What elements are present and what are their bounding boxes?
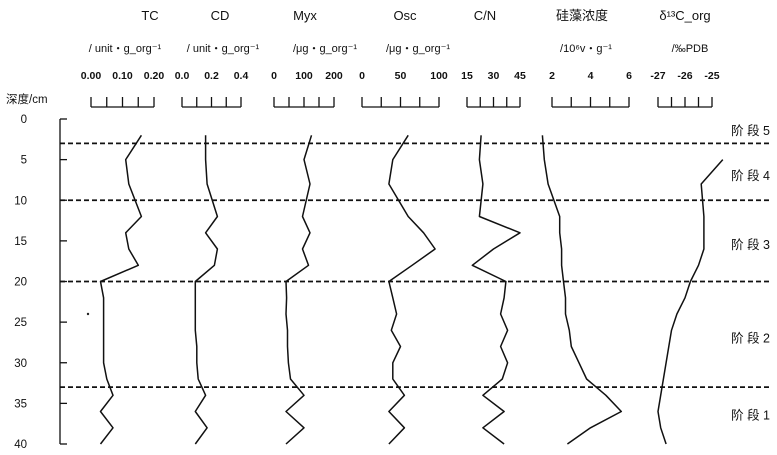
- panel-unit: /10⁶v・g⁻¹: [560, 43, 612, 55]
- scale-tick-label: 6: [626, 70, 632, 82]
- cd-trace: [194, 135, 219, 445]
- scale-tick-label: 0.00: [81, 70, 102, 82]
- panel-title: CD: [211, 8, 230, 23]
- panel-title: C/N: [474, 8, 496, 23]
- depth-axis-label: 深度/cm: [6, 92, 48, 106]
- stage-label: 阶 段 4: [731, 168, 770, 183]
- panel-unit: /μg・g_org⁻¹: [293, 43, 357, 55]
- myx-trace: [285, 135, 313, 445]
- panel-title: δ¹³C_org: [659, 8, 710, 23]
- stage-label: 阶 段 5: [731, 123, 770, 138]
- scale-tick-label: 0: [359, 70, 365, 82]
- diatom-trace: [541, 135, 623, 445]
- panel-title: TC: [141, 8, 158, 23]
- d13c-trace: [657, 159, 724, 445]
- scale-tick-label: 0.20: [144, 70, 165, 82]
- depth-tick-label: 40: [14, 439, 27, 451]
- osc-trace: [388, 134, 436, 445]
- panel-unit: /‰PDB: [672, 43, 709, 55]
- scale-tick-label: 45: [514, 70, 526, 82]
- panel-title: 硅藻浓度: [556, 8, 608, 23]
- scale-tick-label: -25: [704, 70, 719, 82]
- stage-label: 阶 段 1: [731, 408, 770, 423]
- scale-tick-label: 50: [395, 70, 407, 82]
- depth-tick-label: 25: [14, 317, 27, 329]
- scale-tick-label: 200: [325, 70, 343, 82]
- depth-tick-label: 10: [14, 195, 27, 207]
- scale-tick-label: 15: [461, 70, 473, 82]
- panel-title: Osc: [393, 8, 417, 23]
- cn-trace: [471, 135, 521, 445]
- depth-tick-label: 20: [14, 277, 27, 289]
- depth-axis: 深度/cm 0 5 10 15 20 25 30 35 40: [6, 92, 67, 451]
- panel-unit: / unit・g_org⁻¹: [187, 43, 260, 55]
- depth-tick-label: 0: [21, 114, 27, 126]
- stage-label: 阶 段 2: [731, 330, 770, 345]
- scale-tick-label: 0.2: [204, 70, 219, 82]
- depth-tick-label: 30: [14, 358, 27, 370]
- scale-tick-label: -26: [677, 70, 692, 82]
- stage-label: 阶 段 3: [731, 237, 770, 252]
- scale-tick-label: 2: [549, 70, 555, 82]
- stray-dot: [86, 312, 90, 316]
- scale-tick-label: 100: [295, 70, 313, 82]
- depth-tick-label: 35: [14, 398, 27, 410]
- tc-trace: [99, 134, 143, 445]
- scale-tick-label: -27: [650, 70, 665, 82]
- depth-tick-label: 15: [14, 236, 27, 248]
- stage-dividers: [60, 142, 770, 389]
- panel-unit: /μg・g_org⁻¹: [386, 43, 450, 55]
- stage-labels: 阶 段 5 阶 段 4 阶 段 3 阶 段 2 阶 段 1: [731, 123, 770, 422]
- panel-title: Myx: [293, 8, 317, 23]
- scale-tick-label: 30: [488, 70, 500, 82]
- depth-tick-label: 5: [21, 155, 27, 167]
- scale-tick-label: 0.4: [234, 70, 249, 82]
- scale-tick-label: 4: [588, 70, 594, 82]
- scale-tick-label: 0.10: [112, 70, 133, 82]
- scale-tick-label: 100: [430, 70, 448, 82]
- scale-tick-label: 0: [271, 70, 277, 82]
- profile-traces: [99, 134, 724, 445]
- scale-tick-label: 0.0: [175, 70, 190, 82]
- panel-unit: / unit・g_org⁻¹: [89, 43, 162, 55]
